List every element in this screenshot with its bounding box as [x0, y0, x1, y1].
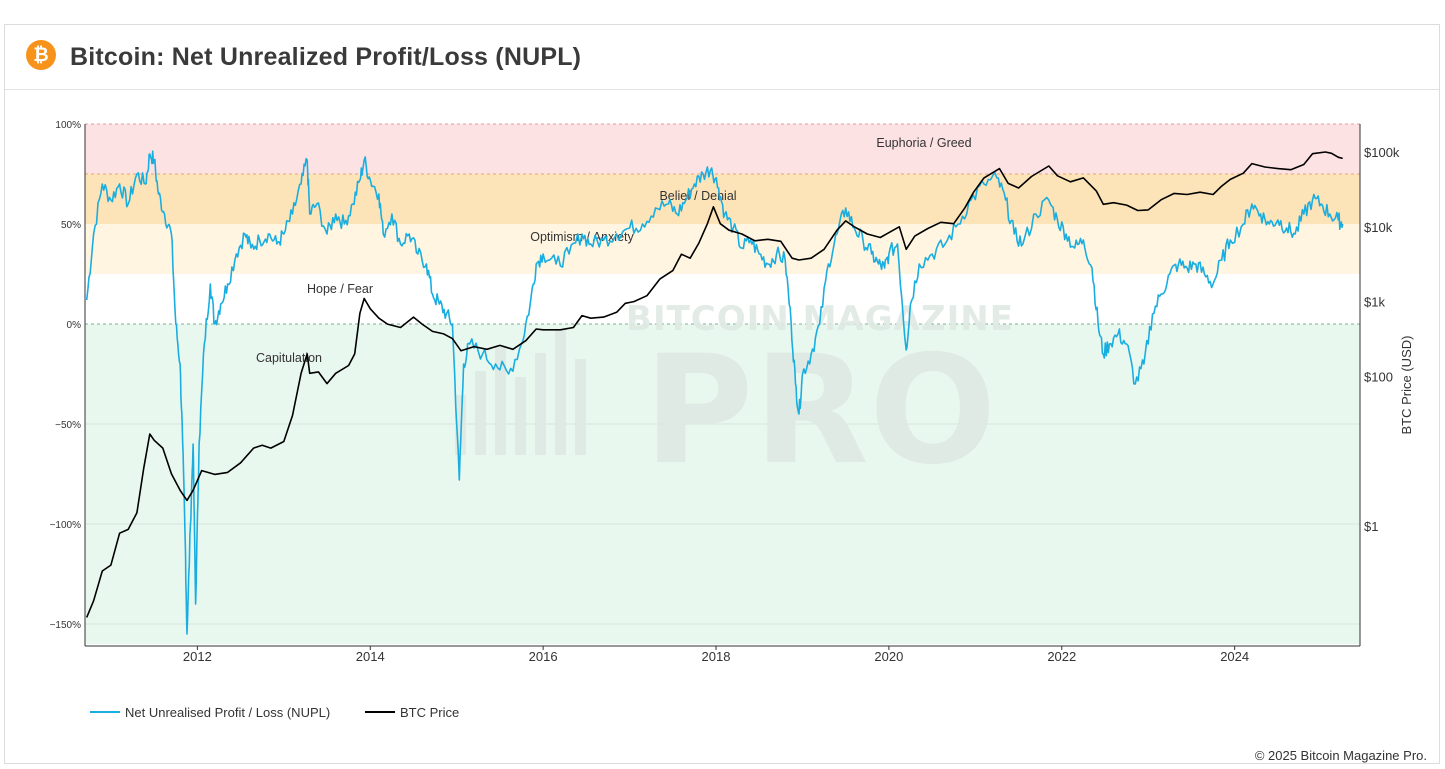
btc-price-series-line — [85, 151, 1343, 618]
zone-band — [85, 274, 1360, 324]
chart-header: ₿ Bitcoin: Net Unrealized Profit/Loss (N… — [5, 25, 1439, 90]
copyright-footer: © 2025 Bitcoin Magazine Pro. — [1254, 748, 1427, 763]
y-left-tick-label: −150% — [50, 620, 82, 631]
y-right-tick-label: $100 — [1364, 369, 1393, 384]
y-left-tick-label: −50% — [55, 420, 81, 431]
zone-band — [85, 124, 1360, 174]
watermark-bar — [515, 377, 526, 455]
zone-band — [85, 324, 1360, 644]
watermark-bar — [575, 359, 586, 455]
x-tick-label: 2024 — [1220, 649, 1249, 664]
legend-label: Net Unrealised Profit / Loss (NUPL) — [125, 705, 330, 720]
y-left-tick-label: −100% — [50, 520, 82, 531]
watermark-bar — [495, 347, 506, 455]
x-tick-label: 2012 — [183, 649, 212, 664]
page-title: Bitcoin: Net Unrealized Profit/Loss (NUP… — [70, 43, 582, 71]
watermark-bar — [535, 353, 546, 455]
x-tick-label: 2016 — [529, 649, 558, 664]
x-tick-label: 2018 — [702, 649, 731, 664]
y-right-tick-label: $100k — [1364, 145, 1400, 160]
y-left-tick-label: 0% — [67, 320, 82, 331]
y-right-tick-label: $1 — [1364, 519, 1378, 534]
y-right-tick-label: $1k — [1364, 295, 1385, 310]
watermark-bar — [555, 329, 566, 455]
legend-label: BTC Price — [400, 705, 459, 720]
x-tick-label: 2014 — [356, 649, 385, 664]
zone-label: Belief / Denial — [659, 189, 736, 203]
y-left-tick-label: 50% — [61, 220, 81, 231]
y-right-tick-label: $10k — [1364, 220, 1393, 235]
y-right-axis-label: BTC Price (USD) — [1399, 336, 1414, 435]
nupl-series-line — [85, 150, 1344, 635]
zone-label: Capitulation — [256, 351, 322, 365]
bitcoin-icon: ₿ — [26, 40, 56, 70]
zone-label: Euphoria / Greed — [876, 136, 971, 150]
zone-label: Hope / Fear — [307, 282, 373, 296]
x-tick-label: 2020 — [874, 649, 903, 664]
watermark-pro-text: PRO — [644, 324, 997, 498]
watermark-bar — [475, 371, 486, 455]
y-left-tick-label: 100% — [55, 120, 81, 131]
x-tick-label: 2022 — [1047, 649, 1076, 664]
zone-band — [85, 224, 1360, 274]
